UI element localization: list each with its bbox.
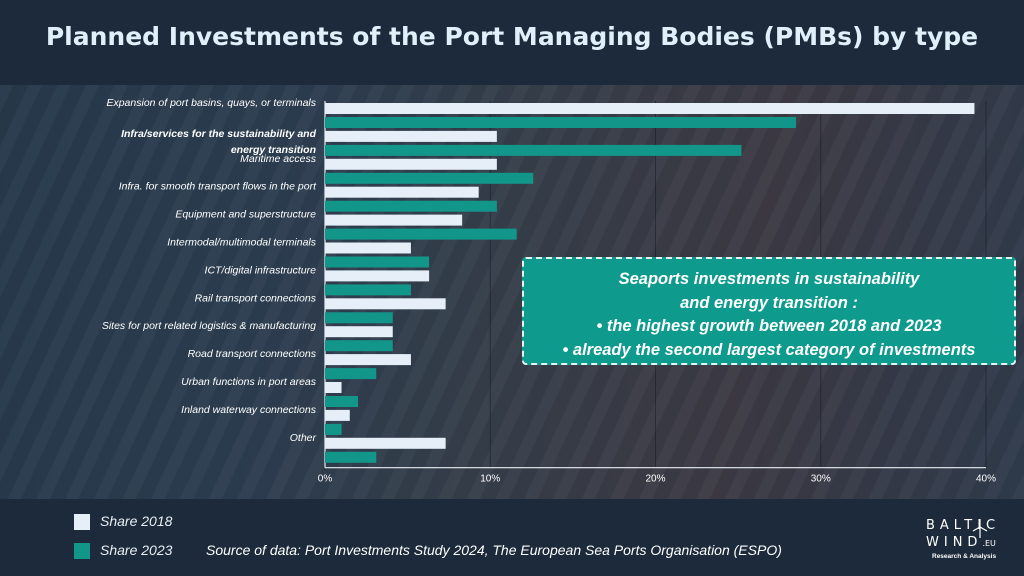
logo-line-2: WIND.EU [926, 535, 996, 552]
category-label-1-line-1: Infra/services for the sustainability an… [121, 128, 316, 140]
bar-2023-6 [325, 284, 411, 296]
x-tick-label-30: 30% [811, 474, 831, 485]
chart-title: Planned Investments of the Port Managing… [45, 22, 979, 51]
category-label-6: ICT/digital infrastructure [205, 264, 317, 276]
callout-line-4: • already the second largest category of… [562, 340, 976, 359]
bar-2018-12 [325, 437, 446, 449]
bar-2018-2 [325, 158, 497, 170]
bar-2023-4 [325, 228, 517, 240]
bar-2018-11 [325, 409, 350, 421]
legend-label-2023: Share 2023 [100, 542, 173, 558]
category-label-11: Inland waterway connections [181, 404, 317, 416]
category-label-5: Intermodal/multimodal terminals [167, 237, 317, 249]
x-tick-label-20: 20% [645, 474, 665, 485]
bar-2018-8 [325, 326, 393, 338]
bar-2023-0 [325, 117, 796, 128]
bar-2018-0 [325, 103, 975, 114]
bar-2018-6 [325, 270, 430, 282]
category-label-8: Sites for port related logistics & manuf… [102, 320, 316, 332]
legend-label-2018: Share 2018 [100, 513, 173, 529]
bar-2023-5 [325, 256, 430, 268]
bar-2023-9 [325, 368, 377, 380]
bar-2023-2 [325, 172, 534, 184]
bar-2023-1 [325, 144, 742, 156]
logo-word: WIND [926, 535, 983, 550]
category-label-0: Expansion of port basins, quays, or term… [106, 97, 316, 109]
bar-2018-7 [325, 298, 446, 310]
category-label-10: Urban functions in port areas [181, 376, 317, 388]
bar-2018-5 [325, 242, 411, 254]
category-label-4: Equipment and superstructure [175, 209, 316, 221]
bar-2023-8 [325, 340, 393, 352]
x-tick-label-40: 40% [976, 474, 996, 485]
bar-2023-3 [325, 200, 497, 212]
baltic-wind-logo: BALTIC WIND.EU Research & Analysis [926, 518, 1006, 570]
bar-2023-12 [325, 451, 377, 463]
bar-2018-10 [325, 382, 342, 393]
bar-2018-4 [325, 214, 463, 226]
legend-swatch-2018 [74, 514, 90, 530]
wind-turbine-icon [972, 519, 988, 538]
category-label-3: Infra. for smooth transport flows in the… [119, 181, 317, 193]
callout-line-2: and energy transition : [680, 293, 858, 312]
bar-chart: 0% 10% 20% 30% 40% Expansion of port basins, … [102, 97, 996, 485]
bar-2023-10 [325, 396, 359, 407]
logo-line-1: BALTIC [926, 518, 1001, 533]
category-label-7: Rail transport connections [195, 292, 317, 304]
callout-line-3: • the highest growth between 2018 and 20… [596, 317, 942, 335]
x-tick-label-0: 0% [318, 474, 333, 485]
source-note: Source of data: Port Investments Study 2… [206, 542, 782, 558]
category-label-2: Maritime access [240, 153, 317, 165]
category-label-12: Other [290, 432, 317, 444]
bar-2018-1 [325, 130, 497, 142]
category-label-1-line-2: energy transition [231, 144, 316, 156]
legend-swatch-2023 [74, 543, 90, 559]
callout-line-1: Seaports investments in sustainability [618, 270, 920, 288]
bar-2018-3 [325, 186, 479, 198]
callout-box: Seaports investments in sustainability a… [522, 257, 1016, 365]
bar-2018-9 [325, 354, 411, 366]
bar-2023-7 [325, 312, 393, 324]
category-label-9: Road transport connections [188, 348, 317, 360]
logo-suffix: .EU [982, 539, 996, 548]
bar-2023-11 [325, 423, 342, 435]
x-tick-label-10: 10% [480, 474, 500, 485]
logo-tagline: Research & Analysis [932, 553, 997, 560]
